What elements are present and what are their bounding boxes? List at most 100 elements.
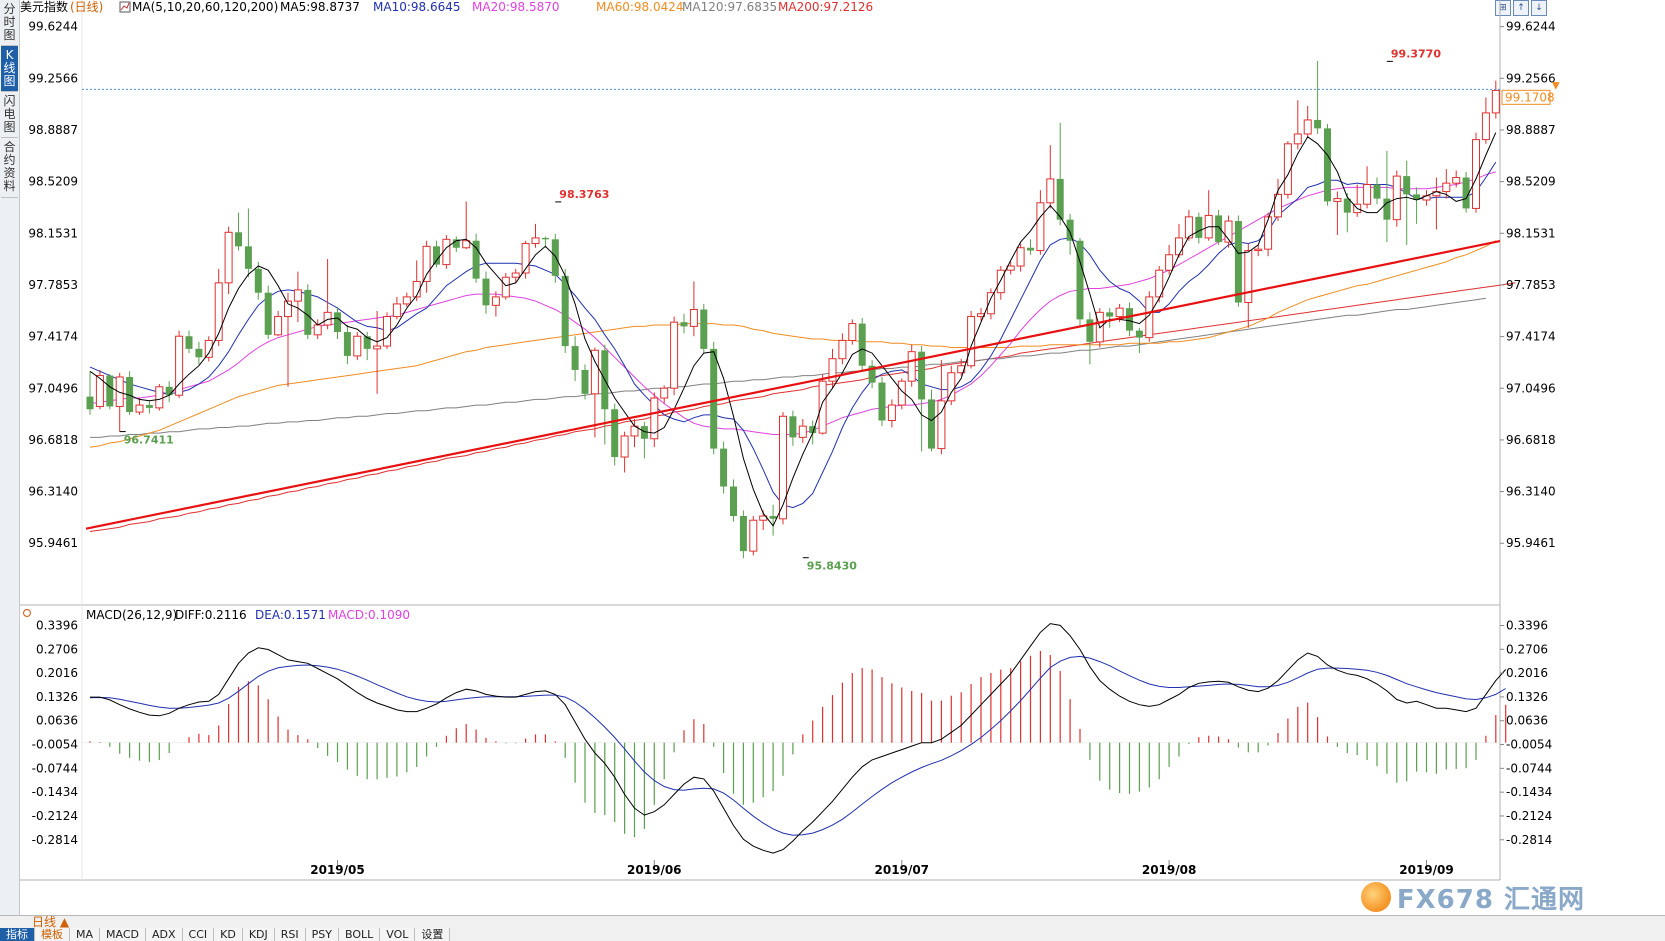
scroll-down-button[interactable]: ↓ bbox=[1531, 0, 1547, 16]
time-tick-label: 2019/05 bbox=[310, 863, 364, 877]
candle-body-down bbox=[1343, 198, 1351, 213]
candle-body-up bbox=[501, 276, 510, 298]
candle-body-up bbox=[749, 519, 758, 552]
candle-body-down bbox=[1383, 198, 1391, 220]
candle-body-down bbox=[928, 399, 935, 449]
price-tick-label-left: 96.3140 bbox=[28, 485, 78, 499]
chart-svg[interactable]: 美元指数 (日线) MA(5,10,20,60,120,200) MA5:98.… bbox=[20, 0, 1665, 915]
tab-settings[interactable]: 设置 bbox=[415, 928, 451, 941]
tab-flash-chart[interactable]: 闪电图 bbox=[1, 92, 18, 138]
ma200-value: MA200:97.2126 bbox=[778, 0, 873, 14]
chart-area[interactable]: 美元指数 (日线) MA(5,10,20,60,120,200) MA5:98.… bbox=[20, 0, 1665, 915]
candle-body-down bbox=[195, 348, 203, 358]
candle-body-down bbox=[571, 346, 579, 370]
tab-adx[interactable]: ADX bbox=[146, 928, 183, 941]
tab-indicator[interactable]: 指标 bbox=[0, 928, 35, 941]
ma5-value: MA5:98.8737 bbox=[280, 0, 360, 14]
tab-vol[interactable]: VOL bbox=[380, 928, 416, 941]
candle-body-down bbox=[581, 369, 589, 394]
candle-body-down bbox=[1413, 194, 1421, 200]
candle-body-up bbox=[1184, 216, 1193, 239]
scroll-up-button[interactable]: ↑ bbox=[1513, 0, 1529, 16]
candle-body-up bbox=[511, 272, 520, 278]
candle-body-down bbox=[185, 336, 193, 349]
candle-body-up bbox=[996, 269, 1005, 294]
candle-body-up bbox=[1442, 182, 1451, 193]
candle-body-up bbox=[224, 231, 233, 284]
candle-body-down bbox=[1066, 219, 1074, 241]
candle-body-up bbox=[462, 240, 471, 249]
left-tab-bar: 分时图 K线图 闪电图 合约资料 bbox=[0, 0, 20, 915]
candle-body-down bbox=[1126, 308, 1133, 331]
candle-body-down bbox=[343, 332, 351, 356]
tab-contract-info[interactable]: 合约资料 bbox=[1, 138, 18, 198]
tab-kd[interactable]: KD bbox=[214, 928, 243, 941]
macd-tick-label: -0.1434 bbox=[1506, 785, 1552, 799]
macd-dea-value: DEA:0.1571 bbox=[255, 608, 326, 622]
tab-ma[interactable]: MA bbox=[70, 928, 101, 941]
candle-body-down bbox=[482, 278, 490, 306]
extreme-label: 96.7411 bbox=[124, 434, 174, 447]
candle-body-down bbox=[244, 246, 252, 269]
current-price-label: 99.1708 bbox=[1505, 90, 1555, 104]
price-tick-label: 96.3140 bbox=[1506, 485, 1556, 499]
macd-tick-label: 0.0636 bbox=[1506, 714, 1548, 728]
price-tick-label-left: 96.6818 bbox=[28, 433, 78, 447]
candle-body-up bbox=[1175, 237, 1183, 256]
candle-body-up bbox=[937, 400, 946, 450]
candle-body-down bbox=[1027, 247, 1034, 251]
layout-button[interactable]: ⊞ bbox=[1495, 0, 1511, 16]
candle-body-up bbox=[204, 339, 213, 358]
candle-body-up bbox=[353, 335, 362, 357]
candle-body-up bbox=[1016, 247, 1025, 267]
price-tick-label-left: 99.2566 bbox=[28, 71, 78, 85]
candle-body-down bbox=[304, 289, 312, 335]
candle-body-up bbox=[373, 345, 382, 350]
watermark: FX678 汇通网 bbox=[1360, 881, 1585, 915]
tab-rsi[interactable]: RSI bbox=[274, 928, 306, 941]
macd-tick-label-left: 0.3396 bbox=[36, 618, 78, 632]
candle-body-up bbox=[957, 365, 966, 374]
indicator-settings-icon[interactable] bbox=[22, 608, 32, 618]
period-button[interactable]: 日线 ▲ bbox=[32, 915, 70, 929]
ma-toggle-icon-line bbox=[120, 2, 130, 11]
macd-tick-label-left: 0.0636 bbox=[36, 714, 78, 728]
candle-body-down bbox=[1324, 128, 1331, 202]
candle-body-down bbox=[561, 275, 569, 347]
candle-body-down bbox=[126, 376, 134, 413]
candle-body-down bbox=[86, 396, 94, 410]
candle-body-up bbox=[284, 300, 292, 318]
macd-hist-value: MACD:0.1090 bbox=[328, 608, 410, 622]
macd-tick-label-left: 0.1326 bbox=[36, 690, 78, 704]
candle-body-down bbox=[254, 268, 262, 293]
tab-kdj[interactable]: KDJ bbox=[242, 928, 275, 941]
tab-cci[interactable]: CCI bbox=[182, 928, 215, 941]
candle-body-up bbox=[521, 243, 530, 274]
candle-body-up bbox=[967, 316, 976, 367]
candle-body-down bbox=[145, 405, 153, 408]
tab-boll[interactable]: BOLL bbox=[338, 928, 381, 941]
candle-body-up bbox=[274, 316, 283, 336]
macd-tick-label: -0.2814 bbox=[1506, 833, 1552, 847]
candle-body-up bbox=[887, 404, 896, 422]
tab-psy[interactable]: PSY bbox=[305, 928, 339, 941]
candle-body-up bbox=[313, 324, 322, 336]
extreme-label: 99.3770 bbox=[1391, 47, 1441, 60]
candle-body-up bbox=[1303, 119, 1312, 135]
candle-body-up bbox=[650, 397, 659, 440]
macd-tick-label-left: -0.2814 bbox=[32, 833, 78, 847]
candle-body-down bbox=[1195, 216, 1203, 238]
tab-timeshare[interactable]: 分时图 bbox=[1, 0, 18, 46]
trend-line[interactable] bbox=[85, 240, 1501, 530]
candle-body-up bbox=[383, 316, 391, 347]
candle-body-up bbox=[422, 245, 431, 282]
price-tick-label: 99.2566 bbox=[1506, 71, 1556, 85]
candle-body-up bbox=[838, 339, 847, 360]
tab-macd[interactable]: MACD bbox=[100, 928, 146, 941]
candle-body-up bbox=[402, 296, 411, 305]
tab-kline[interactable]: K线图 bbox=[1, 46, 18, 92]
macd-tick-label-left: -0.0744 bbox=[32, 761, 78, 775]
watermark-text: FX678 汇通网 bbox=[1396, 884, 1585, 915]
tab-template[interactable]: 模板 bbox=[35, 928, 70, 941]
time-tick-label: 2019/06 bbox=[627, 863, 681, 877]
